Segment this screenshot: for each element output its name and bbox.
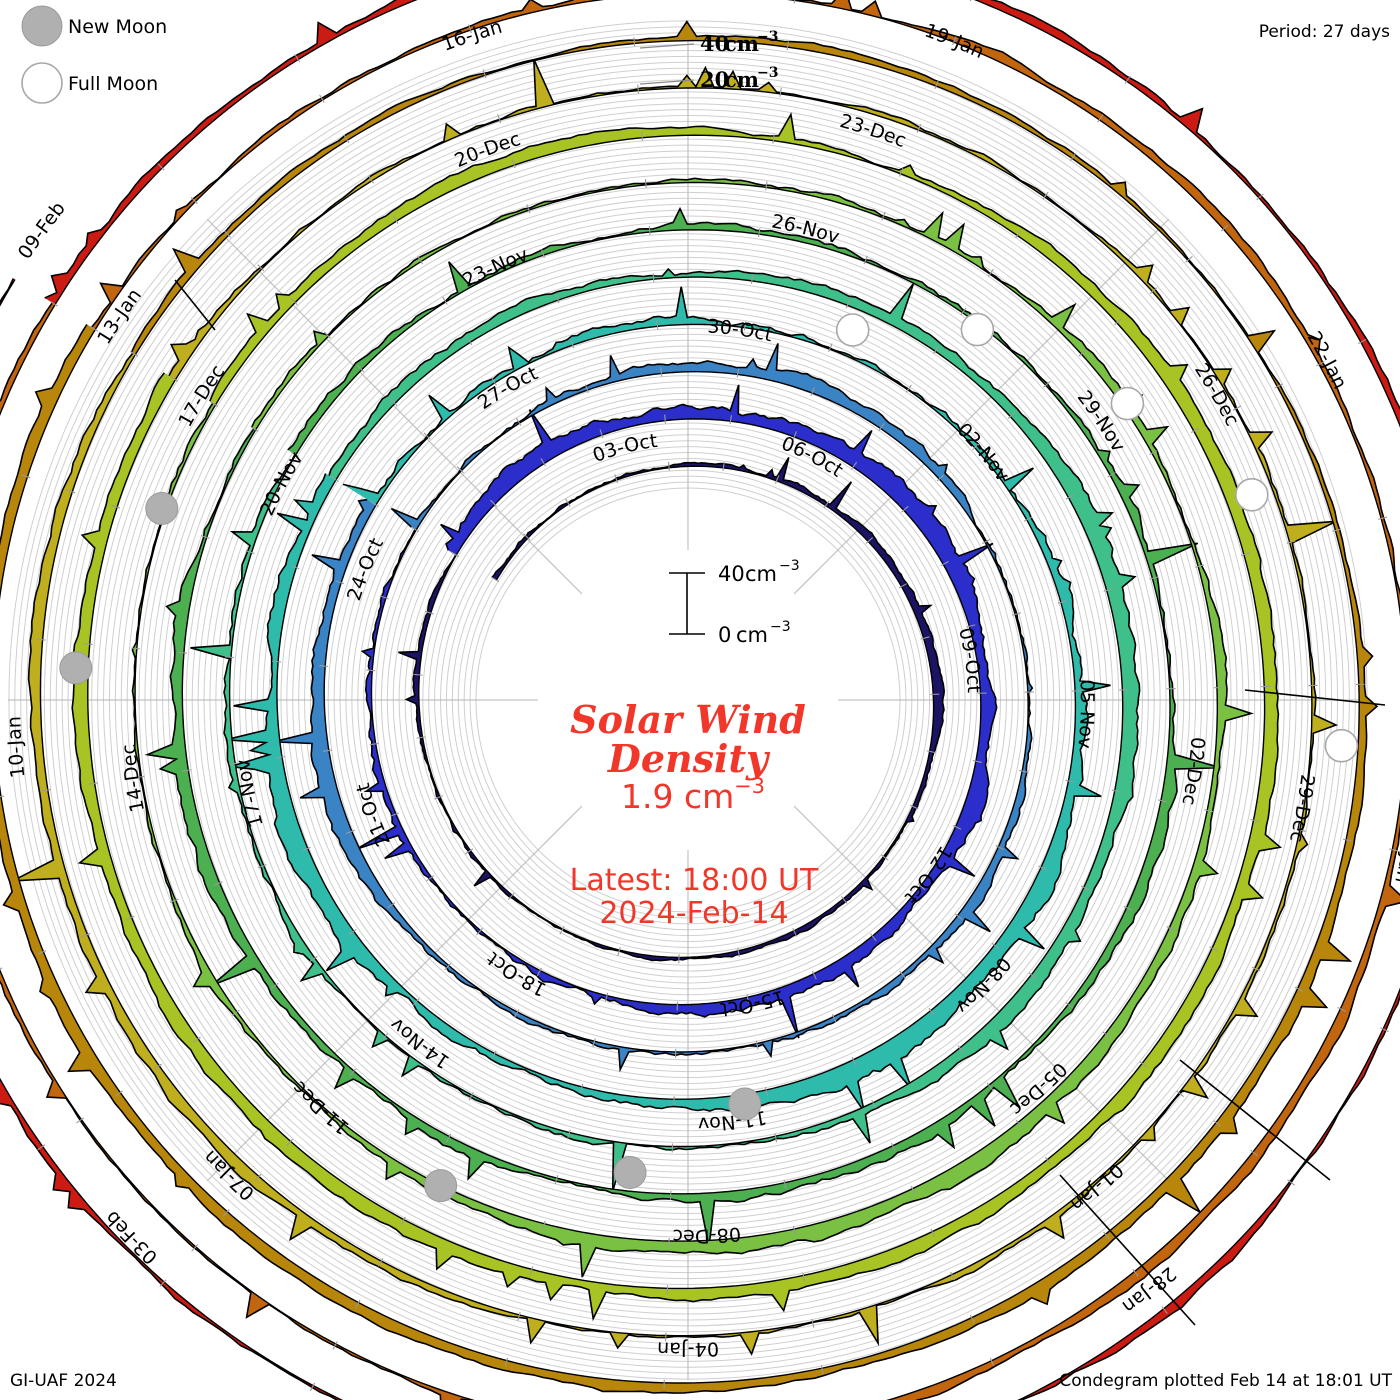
new-moon-marker: [424, 1169, 458, 1203]
legend-label-full-moon: Full Moon: [68, 73, 158, 95]
spiral-arm-baseline: [370, 418, 982, 1006]
spiral-arm-baseline: [323, 371, 1029, 1053]
plotted-timestamp: Condegram plotted Feb 14 at 18:01 UT: [1059, 1371, 1392, 1391]
top-scale-labels: 40 cm −3 20 cm −3: [700, 29, 778, 92]
spiral-arm-baseline: [39, 87, 1313, 1337]
page-title-line1: Solar Wind: [570, 697, 806, 742]
center-scale-top-exp: −3: [779, 558, 800, 574]
moon-markers: [59, 312, 1359, 1203]
center-scale-top-unit: cm: [745, 562, 777, 586]
center-scale-top-value: 40: [718, 562, 745, 586]
top-scale-lower-exp: −3: [757, 65, 778, 81]
page-title-line2: Density: [607, 736, 771, 781]
spiral-arm-baseline: [134, 181, 1218, 1242]
latest-value-exponent: −3: [734, 774, 765, 798]
spiral-arm-baseline: [181, 229, 1171, 1195]
spiral-arm-baseline: [228, 276, 1124, 1148]
legend-label-new-moon: New Moon: [68, 16, 167, 38]
top-scale-upper-value: 40: [700, 31, 729, 56]
center-scale-bottom-exp: −3: [770, 619, 791, 635]
full-moon-marker: [960, 312, 995, 347]
top-scale-upper-exp: −3: [757, 29, 778, 45]
top-scale-upper-unit: cm: [724, 31, 759, 56]
new-moon-marker: [145, 492, 179, 525]
center-scale-bottom-value: 0: [718, 623, 731, 647]
latest-value: 1.9: [621, 777, 673, 816]
spiral-arm-trace: [71, 112, 1283, 1322]
center-title-block: Solar Wind Density 1.9 cm −3 Latest: 18:…: [570, 697, 819, 931]
new-moon-marker: [728, 1087, 762, 1121]
latest-time-label: Latest: 18:00 UT: [570, 863, 819, 898]
spiral-arm-trace: [12, 58, 1339, 1356]
date-label: 08-Dec: [672, 1222, 742, 1247]
full-moon-marker: [1324, 728, 1359, 763]
full-moon-marker: [1110, 386, 1145, 421]
date-label: 04-Jan: [657, 1337, 720, 1360]
period-label: Period: 27 days: [1259, 22, 1390, 42]
full-moon-marker: [835, 313, 870, 347]
date-label: 10-Jan: [3, 716, 29, 779]
center-scale-bottom-unit: cm: [736, 623, 768, 647]
center-scale-bar: 40 cm −3 0 cm −3: [669, 558, 800, 647]
full-moon-marker: [1235, 477, 1269, 512]
top-scale-lower-value: 20: [700, 67, 729, 92]
top-scale-lower-unit: cm: [724, 67, 759, 92]
spiral-arm-trace: [190, 267, 1141, 1192]
spiral-arm-baseline: [276, 323, 1077, 1100]
spiral-arm-baseline: [87, 134, 1266, 1290]
open-circle-icon: [21, 62, 63, 104]
spiral-arm-trace: [273, 343, 1034, 1073]
spiral-arm-baseline: [418, 465, 935, 959]
spiral-arm-trace: [131, 177, 1254, 1278]
spiral-arm-trace: [225, 286, 1111, 1113]
scale-leader-lines: [639, 43, 695, 85]
spiral-arm-baseline: [0, 39, 1360, 1384]
credit-label: GI-UAF 2024: [10, 1371, 117, 1391]
spiral-arm-trace: [0, 20, 1379, 1394]
event-spikes: [174, 279, 1386, 1326]
legend: New Moon Full Moon: [21, 5, 167, 104]
new-moon-marker: [613, 1156, 647, 1189]
latest-date-label: 2024-Feb-14: [599, 896, 788, 931]
spiral-arm-trace: [356, 384, 998, 1039]
spiral-arm-trace: [398, 456, 946, 962]
spiral-arm-trace: [144, 206, 1221, 1247]
new-moon-marker: [59, 651, 93, 685]
filled-circle-icon: [21, 5, 63, 47]
latest-value-unit: cm: [684, 777, 734, 816]
